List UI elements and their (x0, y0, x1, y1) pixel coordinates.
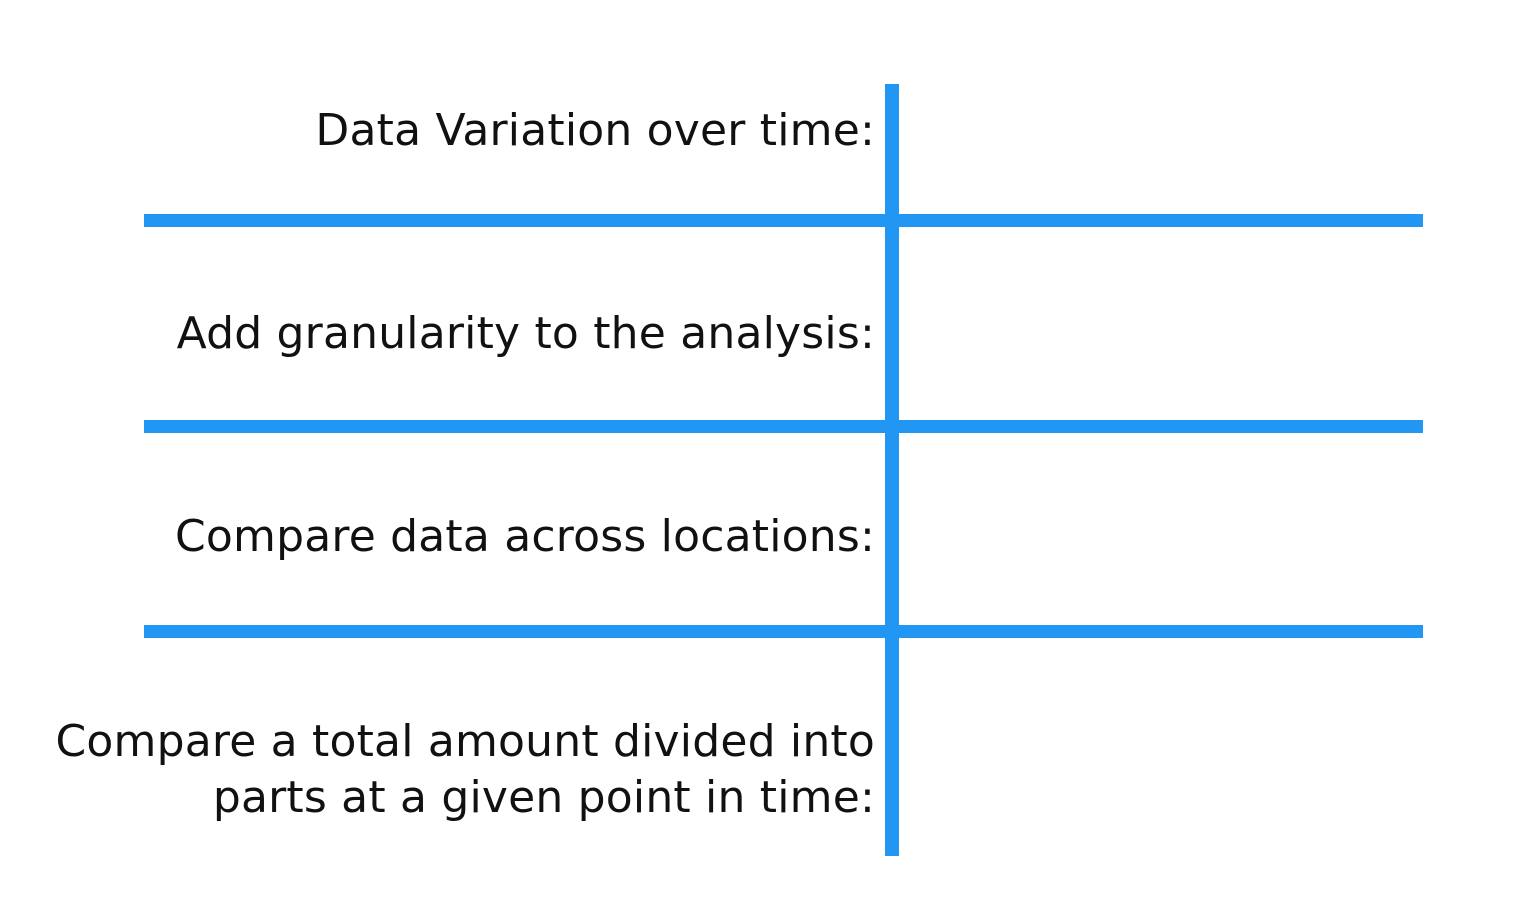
row-label-4-text-line-1: Compare a total amount divided into (55, 716, 875, 767)
row-label-1-text: Data Variation over time: (315, 105, 875, 156)
row-label-2-text: Add granularity to the analysis: (176, 308, 875, 359)
row-divider-line-1 (144, 214, 1423, 227)
row-label-3: Compare data across locations: (175, 509, 875, 565)
row-label-3-text: Compare data across locations: (174, 511, 875, 562)
row-divider-line-2 (144, 420, 1423, 433)
row-label-4-text-line-2: parts at a given point in time: (212, 772, 875, 823)
row-label-4: Compare a total amount divided into part… (56, 714, 876, 826)
row-divider-line-3 (144, 625, 1423, 638)
column-divider-line (885, 84, 899, 856)
row-label-2: Add granularity to the analysis: (177, 306, 875, 362)
row-label-1: Data Variation over time: (315, 103, 875, 159)
